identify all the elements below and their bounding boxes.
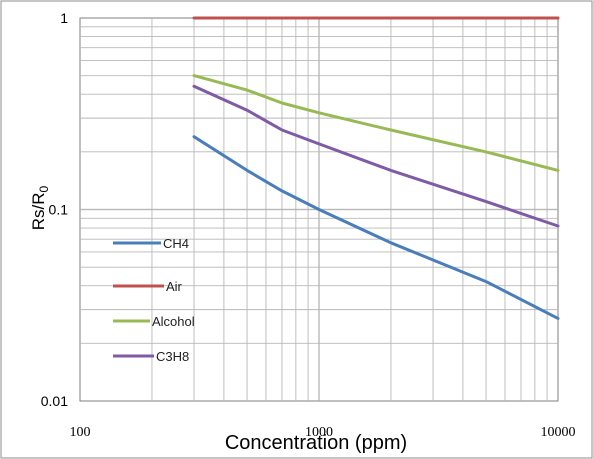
legend-label-ch4: CH4 — [163, 236, 189, 251]
y-axis-title-main: Rs/R — [29, 192, 48, 230]
legend-label-c3h8: C3H8 — [156, 349, 189, 364]
series-group — [192, 16, 560, 320]
x-axis-title: Concentration (ppm) — [225, 432, 407, 454]
y-tick-label: 0.1 — [49, 202, 69, 218]
series-line-c3h8 — [192, 84, 560, 228]
y-tick-label: 1 — [60, 10, 68, 26]
grid — [80, 18, 558, 401]
y-tick-label: 0.01 — [41, 393, 68, 409]
legend: CH4 Air Alcohol C3H8 — [113, 236, 195, 364]
x-tick-labels: 100 1000 10000 — [70, 425, 576, 440]
x-tick-label: 10000 — [541, 425, 576, 440]
y-tick-labels: 1 0.1 0.01 — [41, 10, 68, 409]
series-line-alcohol — [192, 74, 560, 172]
x-tick-label: 1000 — [305, 425, 333, 440]
legend-label-alcohol: Alcohol — [152, 314, 195, 329]
x-tick-label: 100 — [70, 425, 91, 440]
y-axis-title: Rs/R0 — [29, 185, 51, 230]
y-axis-title-sub: 0 — [37, 185, 51, 192]
legend-label-air: Air — [166, 279, 183, 294]
series-line-ch4 — [192, 135, 560, 320]
